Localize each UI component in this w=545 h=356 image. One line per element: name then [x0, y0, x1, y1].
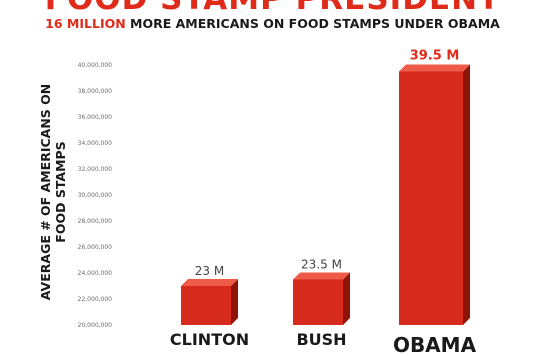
y-tick-label: 30,000,000: [78, 192, 113, 199]
chart-subtitle: 16 MILLION MORE AMERICANS ON FOOD STAMPS…: [0, 16, 545, 31]
bar-side-bush: [343, 272, 350, 325]
y-tick-label: 40,000,000: [78, 62, 113, 69]
subtitle-highlight: 16 MILLION: [45, 16, 126, 31]
category-label-obama: OBAMA: [393, 333, 477, 356]
category-label-clinton: CLINTON: [170, 330, 249, 349]
category-label-bush: BUSH: [296, 330, 346, 349]
bar-top-obama: [399, 64, 470, 72]
y-tick-label: 24,000,000: [78, 270, 113, 277]
bar-obama: [399, 71, 463, 325]
subtitle-text: MORE AMERICANS ON FOOD STAMPS UNDER OBAM…: [130, 16, 500, 31]
y-tick-label: 28,000,000: [78, 218, 113, 225]
bar-side-obama: [463, 64, 470, 325]
data-label-clinton: 23 M: [195, 264, 224, 278]
bar-top-clinton: [181, 279, 238, 286]
bar-top-bush: [293, 272, 350, 280]
chart-title: FOOD STAMP PRESIDENT: [0, 0, 545, 16]
bar-clinton: [181, 286, 231, 325]
bar-side-clinton: [231, 279, 238, 325]
y-tick-label: 34,000,000: [78, 140, 113, 147]
y-tick-label: 32,000,000: [78, 166, 113, 173]
y-tick-label: 22,000,000: [78, 296, 113, 303]
y-tick-label: 36,000,000: [78, 114, 113, 121]
y-tick-label: 20,000,000: [78, 322, 113, 329]
data-label-obama: 39.5 M: [410, 49, 460, 64]
bar-bush: [293, 279, 343, 325]
y-tick-label: 38,000,000: [78, 88, 113, 95]
y-tick-label: 26,000,000: [78, 244, 113, 251]
data-label-bush: 23.5 M: [301, 258, 342, 272]
